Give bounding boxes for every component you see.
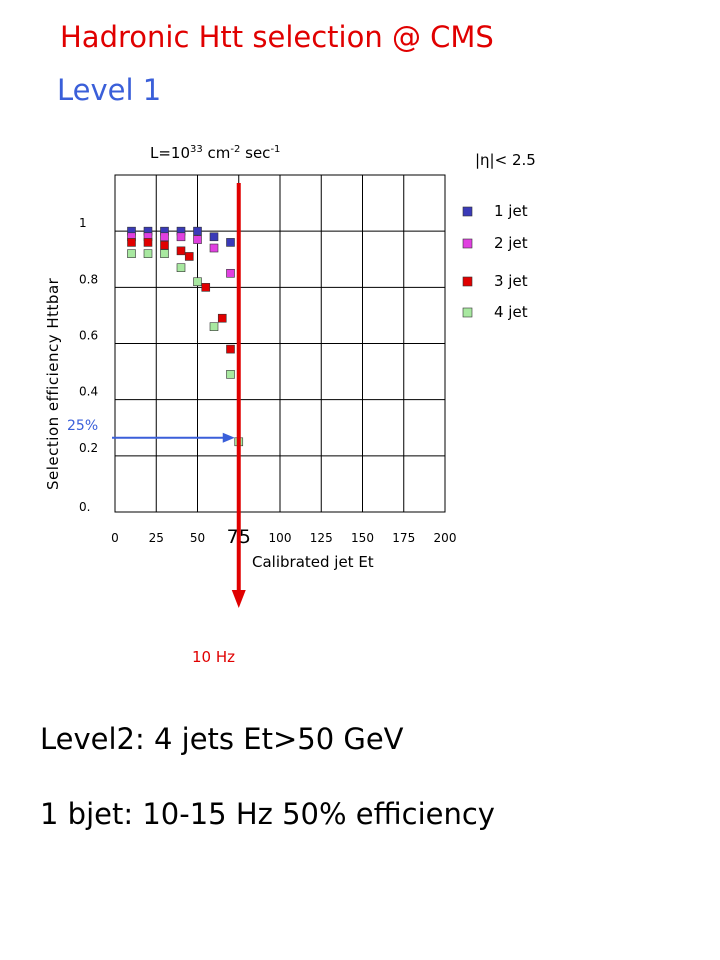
page-subtitle: Level 1 xyxy=(57,73,162,107)
data-point xyxy=(143,238,153,247)
data-point xyxy=(217,313,227,323)
data-point xyxy=(226,238,235,247)
legend-label: 2 jet xyxy=(494,234,528,252)
chart-legend: 1 jet 2 jet 3 jet 4 jet xyxy=(462,202,528,321)
plot-frame xyxy=(114,174,446,513)
eta-cut-label: |η|< 2.5 xyxy=(475,151,536,169)
x-tick-label: 0 xyxy=(111,531,119,545)
y-tick-label: 0.2 xyxy=(79,441,98,455)
chart-grid xyxy=(114,175,446,513)
data-point xyxy=(209,232,219,242)
data-point xyxy=(193,226,202,236)
x-tick-label: 150 xyxy=(351,531,374,545)
data-point xyxy=(127,238,136,247)
data-points xyxy=(127,226,244,447)
data-point xyxy=(184,252,194,261)
x-axis-label: Calibrated jet Et xyxy=(252,553,374,571)
level2-text: Level2: 4 jets Et>50 GeV xyxy=(40,722,404,756)
legend-swatch xyxy=(462,206,473,217)
efficiency-marker-label: 25% xyxy=(67,418,98,434)
legend-label: 3 jet xyxy=(494,272,528,290)
legend-label: 1 jet xyxy=(494,202,528,220)
y-tick-label: 0.6 xyxy=(79,329,98,343)
data-point xyxy=(160,232,169,242)
legend-swatch xyxy=(462,307,473,318)
data-point xyxy=(193,235,202,244)
legend-swatch xyxy=(462,276,473,287)
data-point xyxy=(176,263,186,272)
y-tick-label: 0.8 xyxy=(79,272,98,286)
data-point xyxy=(176,246,186,256)
data-point xyxy=(209,322,219,331)
data-point xyxy=(143,249,153,258)
data-point xyxy=(160,240,169,250)
y-tick-label: 0. xyxy=(79,500,90,514)
data-point xyxy=(160,249,169,258)
x-tick-labels: 0255075100125150175200 xyxy=(111,526,456,548)
x-tick-label: 125 xyxy=(310,531,333,545)
data-point xyxy=(226,344,235,354)
y-tick-labels: 0. 0.2 0.4 0.6 0.8 1 xyxy=(79,216,98,514)
efficiency-arrowhead xyxy=(222,432,235,443)
cut-arrowhead xyxy=(231,590,246,608)
x-tick-label: 175 xyxy=(392,531,415,545)
data-point xyxy=(176,232,186,242)
x-tick-label: 50 xyxy=(190,531,205,545)
rate-label: 10 Hz xyxy=(192,648,235,666)
legend-swatch xyxy=(462,238,473,249)
x-tick-label: 100 xyxy=(269,531,292,545)
page-title: Hadronic Htt selection @ CMS xyxy=(60,20,494,54)
data-point xyxy=(226,370,235,379)
data-point xyxy=(209,243,219,253)
data-point xyxy=(127,249,136,258)
data-point xyxy=(193,277,202,287)
luminosity-label: L=1033 cm-2 sec-1 xyxy=(150,144,281,162)
y-tick-label: 1 xyxy=(79,216,87,230)
legend-label: 4 jet xyxy=(494,303,528,321)
y-tick-label: 0.4 xyxy=(79,385,98,399)
data-point xyxy=(201,283,211,292)
x-tick-label: 200 xyxy=(434,531,457,545)
x-tick-label: 25 xyxy=(149,531,164,545)
bjet-text: 1 bjet: 10-15 Hz 50% efficiency xyxy=(40,797,495,831)
data-point xyxy=(226,268,235,278)
y-axis-label: Selection efficiency Httbar xyxy=(44,277,62,490)
